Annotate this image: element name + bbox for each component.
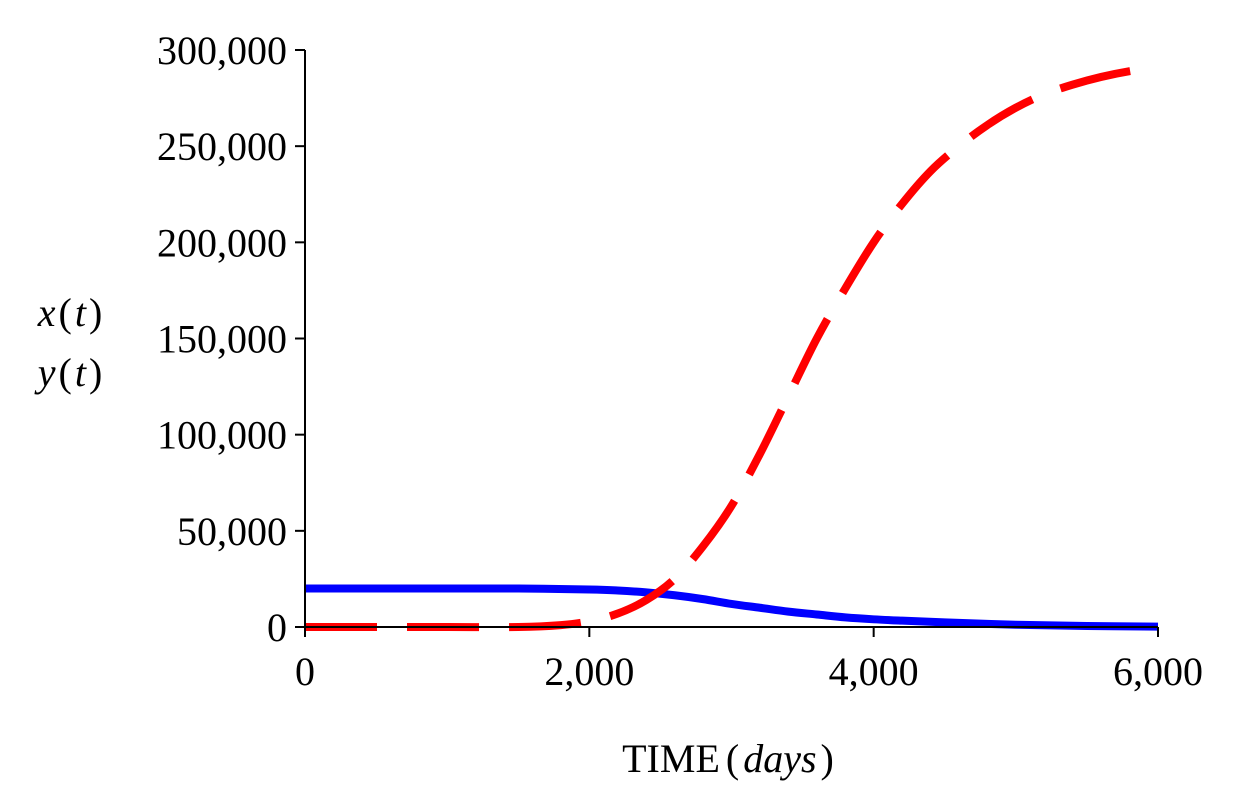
y-axis-title-line1-arg: t bbox=[75, 290, 87, 335]
y-tick-label: 300,000 bbox=[157, 28, 287, 73]
x-axis-title-prefix: TIME bbox=[622, 736, 720, 781]
axes-layer bbox=[304, 50, 1158, 628]
y-tick-label: 150,000 bbox=[157, 317, 287, 362]
y-axis-title-line1-close: ) bbox=[89, 290, 102, 335]
y-tick-label: 200,000 bbox=[157, 220, 287, 265]
y-axis-title-line2: y(t) bbox=[34, 350, 103, 395]
x-tick-label: 0 bbox=[295, 649, 315, 694]
y-tick-label: 50,000 bbox=[177, 509, 287, 554]
y-axis-title-line2-close: ) bbox=[89, 350, 102, 395]
y-axis-title-line2-open: ( bbox=[58, 350, 71, 395]
y-tick-label: 100,000 bbox=[157, 413, 287, 458]
y-axis-title-line1-open: ( bbox=[58, 290, 71, 335]
x-axis-title: TIME(days) bbox=[622, 736, 834, 781]
x-tick-label: 6,000 bbox=[1113, 649, 1203, 694]
ticks-layer: 0 50,000 100,000 150,000 200,000 250,000 300,0… bbox=[157, 28, 1203, 694]
x-axis-title-open: ( bbox=[726, 736, 739, 781]
y-axis-title-line2-var: y bbox=[34, 350, 56, 395]
y-tick-label: 250,000 bbox=[157, 124, 287, 169]
x-axis-title-close: ) bbox=[821, 736, 834, 781]
x-tick-label: 2,000 bbox=[544, 649, 634, 694]
y-axis-title-line1: x(t) bbox=[37, 290, 103, 335]
x-axis-title-unit: days bbox=[743, 736, 816, 781]
series-layer bbox=[305, 63, 1159, 632]
y-axis-title-line1-var: x bbox=[37, 290, 56, 335]
series-line-solid bbox=[305, 584, 1159, 631]
x-tick-label: 4,000 bbox=[829, 649, 919, 694]
y-tick-label: 0 bbox=[267, 605, 287, 650]
y-axis-title-line2-arg: t bbox=[75, 350, 87, 395]
series-line-dashed bbox=[305, 63, 1159, 632]
